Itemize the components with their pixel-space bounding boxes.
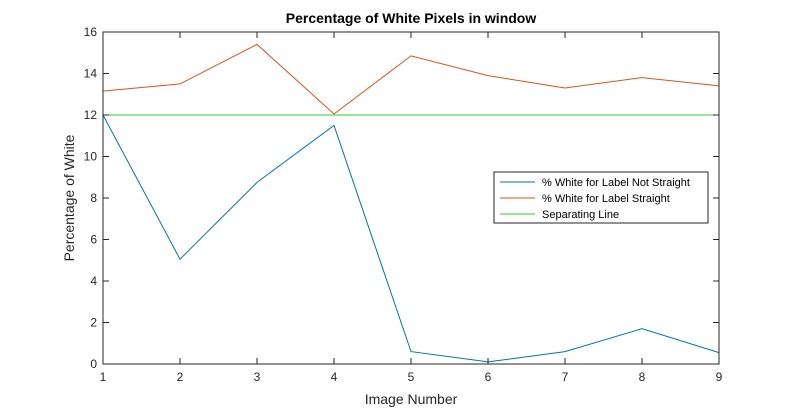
legend-items: % White for Label Not Straight % White fo… bbox=[500, 177, 690, 221]
chart-title: Percentage of White Pixels in window bbox=[286, 10, 537, 26]
x-tick-label: 7 bbox=[562, 370, 569, 384]
y-tick-label: 14 bbox=[84, 67, 98, 81]
y-tick-label: 12 bbox=[84, 108, 98, 122]
x-tick-label: 3 bbox=[254, 370, 261, 384]
chart-legend: % White for Label Not Straight % White fo… bbox=[493, 171, 709, 224]
x-tick-label: 9 bbox=[716, 370, 723, 384]
y-tick-label: 4 bbox=[90, 274, 97, 288]
y-tick-label: 0 bbox=[90, 357, 97, 371]
x-axis-ticks: 1 2 3 4 5 6 7 8 9 bbox=[100, 32, 723, 384]
y-tick-label: 16 bbox=[84, 25, 98, 39]
y-axis-label: Percentage of White bbox=[61, 134, 77, 261]
series-line-1 bbox=[102, 114, 720, 363]
series-layer bbox=[102, 43, 720, 363]
y-tick-label: 8 bbox=[90, 191, 97, 205]
series-line-2 bbox=[102, 43, 720, 115]
x-tick-label: 6 bbox=[485, 370, 492, 384]
y-tick-label: 2 bbox=[90, 316, 97, 330]
x-tick-label: 5 bbox=[408, 370, 415, 384]
y-tick-label: 6 bbox=[90, 233, 97, 247]
x-tick-label: 2 bbox=[177, 370, 184, 384]
x-tick-label: 1 bbox=[100, 370, 107, 384]
y-tick-label: 10 bbox=[84, 150, 98, 164]
y-axis-ticks: 0 2 4 6 8 10 12 14 16 bbox=[84, 25, 719, 371]
x-tick-label: 8 bbox=[639, 370, 646, 384]
legend-label-3: Separating Line bbox=[542, 209, 619, 221]
x-tick-label: 4 bbox=[331, 370, 338, 384]
legend-label-1: % White for Label Not Straight bbox=[542, 177, 690, 189]
legend-label-2: % White for Label Straight bbox=[542, 193, 670, 205]
x-axis-label: Image Number bbox=[365, 391, 458, 407]
